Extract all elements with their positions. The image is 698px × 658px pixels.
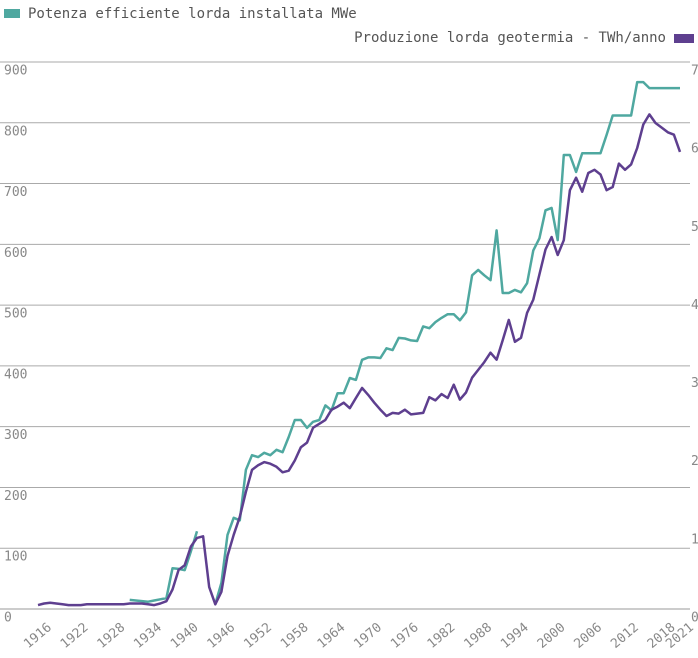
x-tick-label: 1952 (241, 620, 275, 652)
y2-tick-label: 0 (691, 611, 698, 626)
x-tick-label: 1970 (351, 620, 385, 652)
y-tick-label: 200 (4, 489, 27, 504)
x-tick-label: 1946 (205, 620, 239, 652)
y-tick-label: 400 (4, 367, 27, 382)
x-tick-label: 1958 (278, 620, 312, 652)
series-line (129, 80, 680, 605)
x-tick-label: 1916 (21, 620, 55, 652)
y-tick-label: 100 (4, 550, 27, 565)
x-tick-label: 2000 (535, 620, 569, 652)
y2-tick-label: 1 (691, 532, 698, 547)
y2-tick-label: 7 (691, 64, 698, 79)
y-tick-label: 0 (4, 611, 12, 626)
y-tick-label: 500 (4, 307, 27, 322)
x-tick-label: 1922 (58, 620, 92, 652)
y2-tick-label: 4 (691, 298, 698, 313)
y2-tick-label: 2 (691, 454, 698, 469)
x-tick-label: 2006 (571, 620, 605, 652)
legend-swatch (674, 34, 694, 43)
x-tick-label: 1940 (168, 620, 202, 652)
y-tick-label: 300 (4, 428, 27, 443)
y2-tick-label: 5 (691, 220, 698, 235)
x-tick-label: 1982 (425, 620, 459, 652)
x-tick-label: 1976 (388, 620, 422, 652)
x-tick-label: 1928 (95, 620, 129, 652)
series-line (37, 113, 682, 607)
y2-tick-label: 6 (691, 142, 698, 157)
legend-swatch (4, 9, 20, 18)
legend-label: Produzione lorda geotermia - TWh/anno (354, 30, 666, 46)
x-tick-label: 1994 (498, 620, 532, 652)
y-tick-label: 700 (4, 185, 27, 200)
x-tick-label: 1934 (131, 620, 165, 652)
y-tick-label: 600 (4, 246, 27, 261)
y-tick-label: 800 (4, 124, 27, 139)
x-tick-label: 2012 (608, 620, 642, 652)
x-tick-label: 1988 (461, 620, 495, 652)
x-tick-label: 1964 (315, 620, 349, 652)
y2-tick-label: 3 (691, 376, 698, 391)
legend-label: Potenza efficiente lorda installata MWe (28, 6, 357, 22)
y-tick-label: 900 (4, 64, 27, 79)
